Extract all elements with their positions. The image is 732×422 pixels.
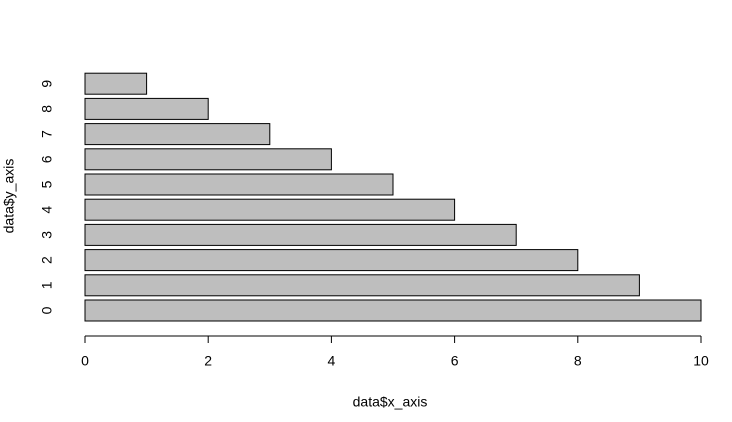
bar (84, 249, 579, 272)
x-axis-title: data$x_axis (353, 394, 428, 410)
bar (84, 72, 148, 95)
x-tick-label: 8 (574, 353, 582, 369)
y-axis-title: data$y_axis (1, 159, 17, 234)
y-tick-label: 1 (39, 281, 55, 289)
y-tick-label: 3 (39, 231, 55, 239)
bar (84, 97, 209, 120)
bar (84, 299, 702, 322)
y-tick-label: 6 (39, 155, 55, 163)
y-tick-label: 9 (39, 80, 55, 88)
y-tick-label: 2 (39, 256, 55, 264)
bar (84, 123, 271, 146)
x-tick-label: 0 (81, 353, 89, 369)
y-tick-label: 8 (39, 105, 55, 113)
y-tick-label: 4 (39, 206, 55, 214)
y-tick-label: 5 (39, 180, 55, 188)
bar (84, 274, 640, 297)
y-tick-label: 7 (39, 130, 55, 138)
x-tick-label: 6 (451, 353, 459, 369)
bar (84, 223, 517, 246)
x-tick-label: 2 (204, 353, 212, 369)
x-tick-label: 4 (328, 353, 336, 369)
bar (84, 173, 394, 196)
bar (84, 148, 332, 171)
bar (84, 198, 456, 221)
x-tick-label: 10 (693, 353, 709, 369)
y-tick-label: 0 (39, 306, 55, 314)
